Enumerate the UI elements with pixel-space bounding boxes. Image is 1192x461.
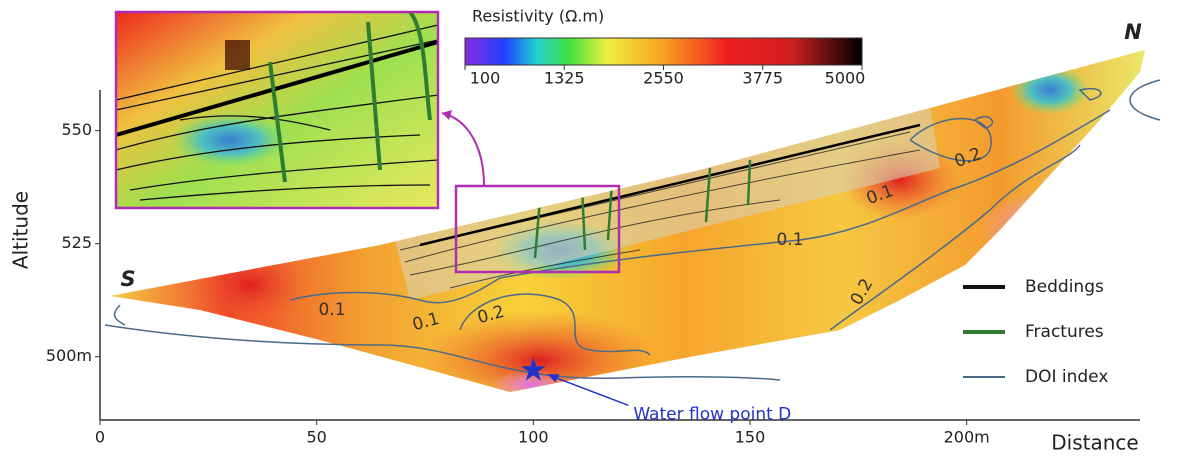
colorbar-tick-label: 1325 — [544, 69, 585, 88]
legend-text: Fractures — [1025, 322, 1104, 342]
doi-contours — [104, 79, 1161, 381]
y-axis-label: Altitude — [9, 191, 33, 269]
end-label: N — [1124, 20, 1142, 44]
contour-label: 0.1 — [318, 300, 345, 320]
end-label: S — [120, 267, 135, 291]
y-tick-label: 500m — [46, 346, 92, 365]
contour-label: 0.1 — [776, 230, 803, 250]
colorbar-tick-label: 100 — [470, 69, 501, 88]
colorbar — [464, 37, 863, 66]
zoom-box — [454, 184, 621, 274]
y-tick-label: 550 — [61, 120, 92, 139]
point-arrowhead — [547, 374, 560, 383]
colorbar-tick-label: 2550 — [643, 69, 684, 88]
zoom-arrow — [441, 112, 485, 187]
colorbar-title: Resistivity (Ω.m) — [472, 7, 604, 26]
x-tick-label: 0 — [95, 428, 105, 447]
water-point — [521, 357, 546, 381]
y-tick-label: 525 — [61, 233, 92, 252]
x-tick-label: 100 — [518, 428, 549, 447]
point-label: Water flow point D — [633, 404, 791, 424]
x-axis-label: Distance — [1051, 431, 1138, 455]
colorbar-tick-label: 5000 — [825, 69, 866, 88]
inset — [114, 10, 440, 210]
legend-text: DOI index — [1025, 367, 1108, 387]
x-tick-label: 150 — [735, 428, 766, 447]
legend-text: Beddings — [1025, 277, 1104, 297]
point-arrow — [549, 374, 629, 406]
x-tick-label: 50 — [306, 428, 326, 447]
x-tick-label: 200m — [944, 428, 990, 447]
colorbar-tick-label: 3775 — [742, 69, 783, 88]
